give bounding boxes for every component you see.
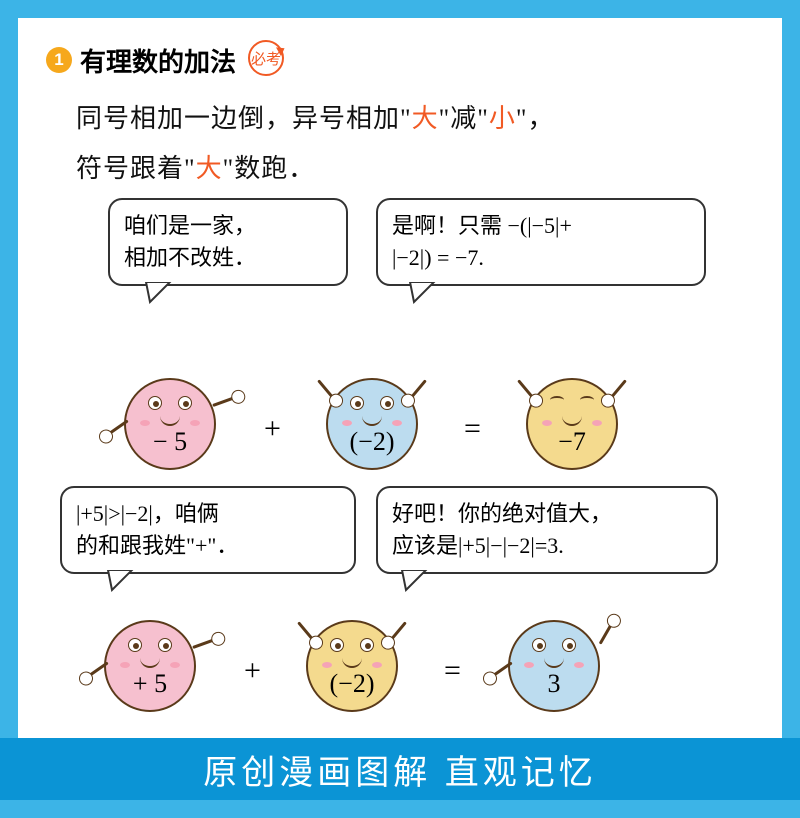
badge-circle-icon: 必考 <box>248 40 284 76</box>
speech-bubble-1: 咱们是一家， 相加不改姓． <box>108 198 348 286</box>
page: 1 有理数的加法 必考 同号相加一边倒，异号相加"大"减"小"， 符号跟着"大"… <box>18 18 782 738</box>
section-title: 有理数的加法 <box>80 42 236 79</box>
rule-1b: "减" <box>439 104 489 133</box>
speech-bubble-2: 是啊！只需 −(|−5|+ |−2|) = −7. <box>376 198 706 286</box>
section-number: 1 <box>46 47 72 73</box>
bubble-tail-icon <box>408 282 438 304</box>
footer-text: 原创漫画图解 直观记忆 <box>203 745 596 794</box>
title-row: 1 有理数的加法 必考 <box>46 40 754 80</box>
exam-badge: 必考 <box>248 40 292 80</box>
comic-area: 咱们是一家， 相加不改姓． 是啊！只需 −(|−5|+ |−2|) = −7. … <box>46 202 754 702</box>
character-neg2: (−2) <box>326 378 418 470</box>
val-pos5: + 5 <box>133 669 167 699</box>
bubble-tail-icon <box>106 570 136 592</box>
speech-bubble-4: 好吧！你的绝对值大， 应该是|+5|−|−2|=3. <box>376 486 718 574</box>
rule-small: 小 <box>489 104 516 133</box>
bubble-tail-icon <box>144 282 174 304</box>
op-eq-1: = <box>464 412 481 446</box>
rule-big2: 大 <box>196 154 223 183</box>
op-eq-2: = <box>444 654 461 688</box>
character-neg5: − 5 <box>124 378 216 470</box>
val-3: 3 <box>548 669 561 699</box>
character-pos5: + 5 <box>104 620 196 712</box>
rule-1c: "， <box>516 104 555 133</box>
val-neg5: − 5 <box>153 427 187 457</box>
character-neg2b: (−2) <box>306 620 398 712</box>
rule-text: 同号相加一边倒，异号相加"大"减"小"， 符号跟着"大"数跑． <box>46 94 754 194</box>
op-plus-1: + <box>264 412 281 446</box>
rule-2a: 符号跟着" <box>76 154 196 183</box>
val-neg7: −7 <box>558 427 586 457</box>
val-neg2b: (−2) <box>330 669 375 699</box>
character-3: 3 <box>508 620 600 712</box>
character-neg7: −7 <box>526 378 618 470</box>
rule-1a: 同号相加一边倒，异号相加" <box>76 104 412 133</box>
rule-big1: 大 <box>412 104 439 133</box>
badge-text: 必考 <box>251 48 281 69</box>
footer-banner: 原创漫画图解 直观记忆 <box>0 738 800 800</box>
val-neg2: (−2) <box>350 427 395 457</box>
bubble3-text: |+5|>|−2|，咱俩 的和跟我姓"+"． <box>76 501 238 558</box>
speech-bubble-3: |+5|>|−2|，咱俩 的和跟我姓"+"． <box>60 486 356 574</box>
rule-2b: "数跑． <box>223 154 316 183</box>
bubble-tail-icon <box>400 570 430 592</box>
bubble4-text: 好吧！你的绝对值大， 应该是|+5|−|−2|=3. <box>392 501 612 558</box>
bubble2-text: 是啊！只需 −(|−5|+ |−2|) = −7. <box>392 213 572 270</box>
bubble1-text: 咱们是一家， 相加不改姓． <box>124 213 256 270</box>
op-plus-2: + <box>244 654 261 688</box>
